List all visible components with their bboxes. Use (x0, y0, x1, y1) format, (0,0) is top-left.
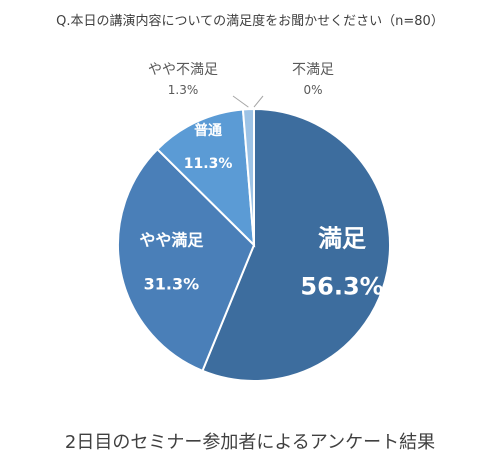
slice-label-4: やや不満足 (148, 62, 218, 78)
slice-value-2: 31.3% (144, 274, 200, 293)
slice-label-5: 不満足 (292, 62, 334, 78)
slice-value-4: 1.3% (168, 83, 199, 97)
slice-label-2: やや満足 (139, 230, 204, 249)
leader-line-5 (253, 95, 264, 108)
pie-slice-4 (241, 107, 255, 246)
slice-label-3: 普通 (194, 122, 222, 139)
slice-value-1: 56.3% (300, 273, 383, 301)
slice-value-3: 11.3% (184, 156, 233, 172)
slice-label-1: 満足 (318, 225, 366, 253)
chart-title: Q.本日の講演内容についての満足度をお聞かせください（n=80） (56, 14, 444, 29)
pie-slice-3 (155, 108, 256, 248)
pie-slice-2 (117, 147, 256, 373)
pie-slice-1 (201, 107, 391, 382)
chart-caption: 2日目のセミナー参加者によるアンケート結果 (64, 432, 436, 453)
leader-line-4 (232, 95, 249, 108)
slice-value-5: 0% (303, 83, 322, 97)
